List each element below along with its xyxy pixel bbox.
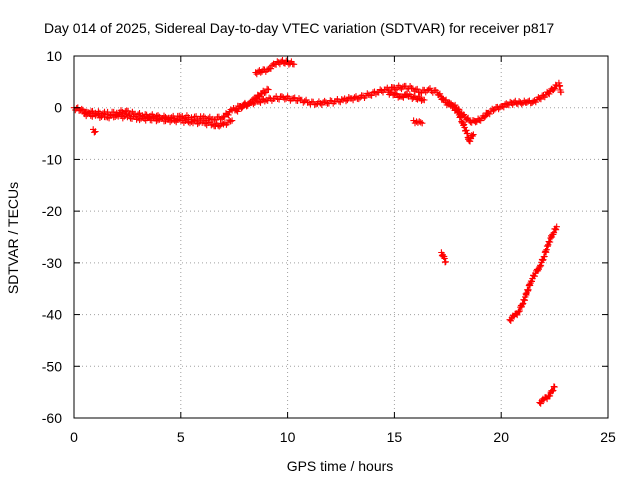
point-markers: [410, 117, 426, 127]
series-tail-cluster: [442, 99, 477, 145]
series-short-drop: [438, 249, 449, 266]
point-markers: [233, 85, 272, 115]
x-tick-label: 5: [177, 429, 185, 445]
series-bump-afternoon: [384, 88, 428, 104]
x-axis-label: GPS time / hours: [287, 458, 394, 474]
series-elevated-arc: [252, 57, 298, 78]
point-markers: [555, 79, 565, 96]
point-markers: [536, 383, 558, 407]
series-bottom-tail: [536, 383, 558, 407]
data-points: [70, 57, 565, 407]
point-markers: [90, 126, 99, 136]
x-tick-labels: 0 5 10 15 20 25: [70, 429, 616, 445]
y-tick-label: -60: [42, 410, 62, 426]
y-axis-label: SDTVAR / TECUs: [5, 182, 21, 294]
series-lower-band: [81, 109, 236, 130]
x-tick-label: 0: [70, 429, 78, 445]
series-point-end: [555, 79, 565, 96]
point-markers: [438, 249, 449, 266]
chart-title: Day 014 of 2025, Sidereal Day-to-day VTE…: [44, 20, 554, 36]
point-markers: [252, 57, 298, 78]
x-tick-label: 15: [387, 429, 403, 445]
grid-layer: [74, 56, 608, 418]
y-tick-label: -40: [42, 307, 62, 323]
series-rising-segment: [233, 85, 272, 115]
y-tick-label: -50: [42, 358, 62, 374]
x-tick-label: 20: [493, 429, 509, 445]
point-markers: [384, 88, 428, 104]
y-tick-label: 0: [54, 100, 62, 116]
y-tick-label: -30: [42, 255, 62, 271]
x-tick-label: 25: [600, 429, 616, 445]
point-markers: [506, 223, 560, 324]
y-tick-labels: 10 0 -10 -20 -30 -40 -50 -60: [42, 48, 62, 426]
tick-marks: [73, 55, 609, 419]
point-markers: [81, 109, 236, 130]
y-tick-label: 10: [46, 48, 62, 64]
series-dip-cluster: [410, 117, 426, 127]
axes: [73, 55, 609, 419]
series-spike-early: [90, 126, 99, 136]
point-markers: [442, 99, 477, 145]
series-steep-rise: [506, 223, 560, 324]
x-tick-label: 10: [280, 429, 296, 445]
y-tick-label: -20: [42, 203, 62, 219]
plot-frame: [73, 55, 609, 419]
y-tick-label: -10: [42, 151, 62, 167]
